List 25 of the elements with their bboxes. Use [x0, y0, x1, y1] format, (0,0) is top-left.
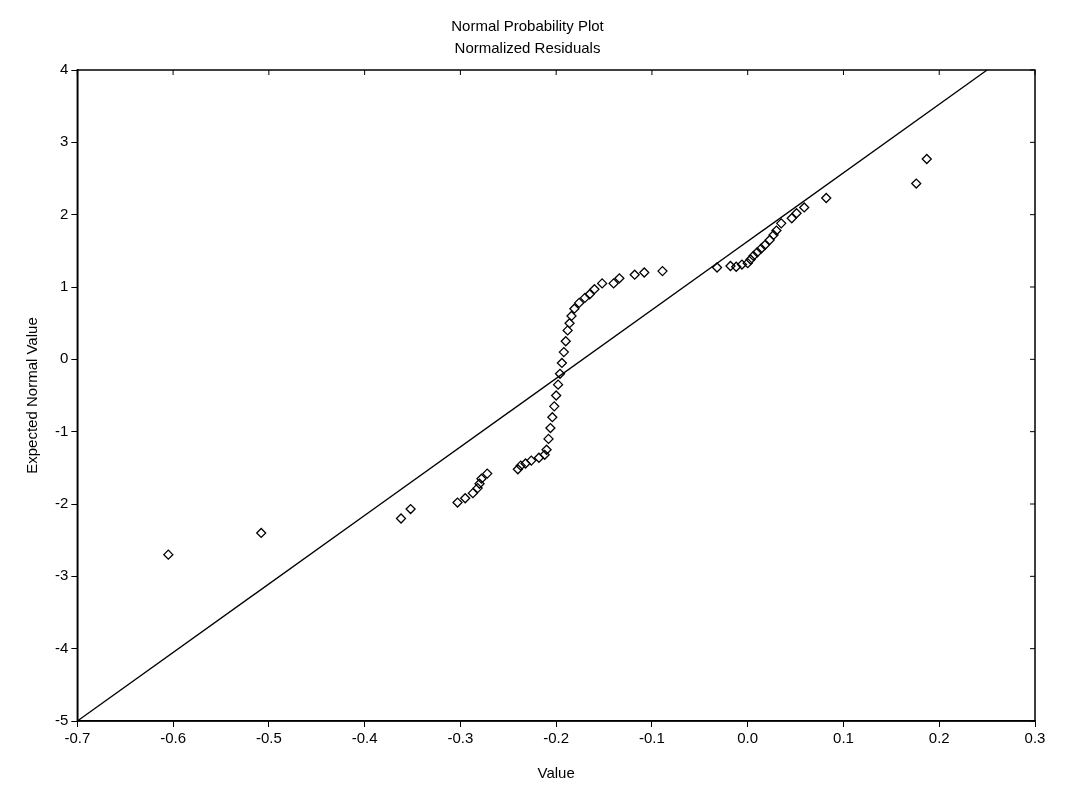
y-tick-label: 1: [59, 277, 69, 295]
y-tick-label: -5: [54, 711, 69, 729]
x-tick-label: -0.2: [543, 729, 570, 747]
x-tick-label: 0.3: [1024, 729, 1046, 747]
x-tick-label: -0.6: [160, 729, 187, 747]
x-tick-label: 0.1: [833, 729, 854, 747]
x-tick-label: -0.5: [255, 729, 282, 747]
y-tick-label: -1: [54, 421, 69, 439]
chart-title: Normal Probability Plot: [451, 17, 605, 35]
chart-subtitle: Normalized Residuals: [454, 39, 601, 57]
y-tick-label: 0: [59, 349, 69, 367]
x-axis-title: Value: [537, 764, 575, 782]
y-axis-title: Expected Normal Value: [23, 317, 41, 474]
x-tick-label: 0.0: [737, 729, 759, 747]
y-tick-label: 2: [59, 204, 69, 222]
x-tick-label: 0.2: [928, 729, 950, 747]
x-tick-label: -0.7: [64, 729, 91, 747]
y-tick-label: 4: [59, 60, 69, 78]
y-tick-label: -3: [54, 566, 69, 584]
x-tick-label: -0.1: [639, 729, 665, 747]
x-tick-label: -0.3: [447, 729, 474, 747]
y-tick-label: -4: [54, 638, 69, 656]
y-tick-label: 3: [59, 132, 69, 150]
x-tick-label: -0.4: [351, 729, 378, 747]
y-tick-label: -2: [54, 494, 69, 512]
